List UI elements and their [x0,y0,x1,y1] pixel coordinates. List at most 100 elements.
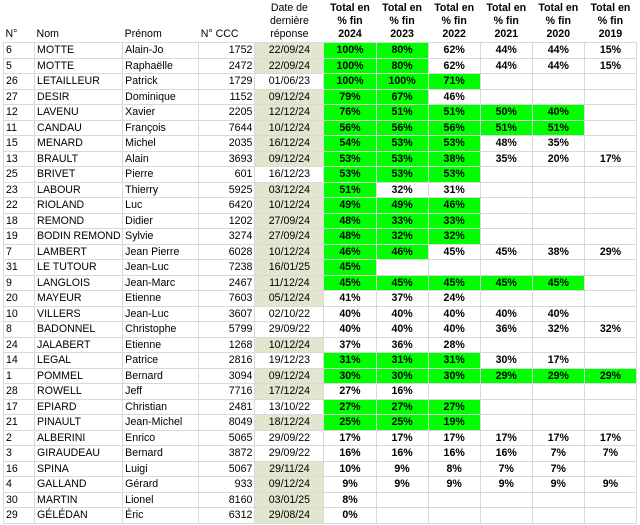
cell-pct-2022[interactable]: 27% [427,398,481,415]
cell-nom[interactable]: LEGAL [34,352,124,369]
cell-prenom[interactable]: Gérard [122,476,200,493]
cell-pct-2023[interactable]: 16% [375,445,429,462]
cell-date[interactable]: 10/12/24 [254,243,325,260]
cell-pct-2024[interactable]: 9% [323,476,377,493]
cell-ccc[interactable]: 2816 [198,352,256,369]
cell-nom[interactable]: MENARD [34,135,124,152]
cell-no[interactable]: 19 [2,228,36,245]
cell-pct-2019[interactable] [583,119,638,136]
cell-pct-2024[interactable]: 40% [323,305,377,322]
cell-date[interactable]: 09/12/24 [254,150,325,167]
cell-no[interactable]: 6 [2,42,36,59]
cell-date[interactable]: 02/10/22 [254,305,325,322]
cell-pct-2024[interactable]: 31% [323,352,377,369]
cell-pct-2021[interactable]: 44% [479,42,533,59]
cell-ccc[interactable]: 8160 [198,491,256,508]
cell-pct-2023[interactable]: 100% [375,73,429,90]
cell-pct-2024[interactable]: 100% [323,73,377,90]
cell-pct-2020[interactable]: 38% [531,243,585,260]
cell-pct-2024[interactable]: 10% [323,460,377,477]
cell-nom[interactable]: LANGLOIS [34,274,124,291]
cell-pct-2023[interactable]: 9% [375,476,429,493]
cell-no[interactable]: 12 [2,104,36,121]
cell-prenom[interactable]: François [122,119,200,136]
cell-pct-2022[interactable]: 62% [427,42,481,59]
cell-pct-2021[interactable] [479,398,533,415]
cell-pct-2021[interactable] [479,181,533,198]
cell-pct-2024[interactable]: 25% [323,414,377,431]
cell-pct-2023[interactable]: 46% [375,243,429,260]
cell-pct-2024[interactable]: 45% [323,274,377,291]
cell-nom[interactable]: BRIVET [34,166,124,183]
cell-nom[interactable]: BADONNEL [34,321,124,338]
header-date[interactable]: Date de dernière réponse [269,2,309,40]
cell-pct-2024[interactable]: 46% [323,243,377,260]
cell-no[interactable]: 22 [2,197,36,214]
cell-ccc[interactable]: 1268 [198,336,256,353]
cell-pct-2019[interactable] [583,104,638,121]
cell-pct-2024[interactable]: 0% [323,507,377,524]
cell-no[interactable]: 27 [2,88,36,105]
cell-prenom[interactable]: Jeff [122,383,200,400]
cell-prenom[interactable]: Dominique [122,88,200,105]
cell-date[interactable]: 03/12/24 [254,181,325,198]
cell-pct-2020[interactable] [531,290,585,307]
cell-no[interactable]: 1 [2,367,36,384]
cell-pct-2021[interactable] [479,507,533,524]
cell-pct-2019[interactable] [583,88,638,105]
cell-pct-2023[interactable]: 32% [375,228,429,245]
cell-no[interactable]: 25 [2,166,36,183]
cell-pct-2023[interactable]: 45% [375,274,429,291]
cell-pct-2023[interactable]: 36% [375,336,429,353]
cell-pct-2021[interactable] [479,73,533,90]
cell-prenom[interactable]: Jean-Michel [122,414,200,431]
cell-date[interactable]: 29/09/22 [254,321,325,338]
cell-pct-2020[interactable] [531,73,585,90]
cell-pct-2021[interactable]: 51% [479,119,533,136]
cell-date[interactable]: 22/09/24 [254,57,325,74]
cell-pct-2020[interactable]: 7% [531,460,585,477]
cell-ccc[interactable]: 3607 [198,305,256,322]
cell-pct-2020[interactable] [531,212,585,229]
cell-nom[interactable]: LETAILLEUR [34,73,124,90]
cell-pct-2023[interactable]: 32% [375,181,429,198]
cell-pct-2020[interactable] [531,228,585,245]
cell-pct-2024[interactable]: 17% [323,429,377,446]
cell-pct-2023[interactable]: 25% [375,414,429,431]
cell-pct-2024[interactable]: 30% [323,367,377,384]
cell-pct-2019[interactable] [583,491,638,508]
cell-pct-2019[interactable] [583,383,638,400]
cell-date[interactable]: 05/12/24 [254,290,325,307]
cell-date[interactable]: 10/12/24 [254,336,325,353]
cell-no[interactable]: 13 [2,150,36,167]
cell-date[interactable]: 09/12/24 [254,88,325,105]
cell-pct-2020[interactable] [531,197,585,214]
cell-pct-2021[interactable] [479,414,533,431]
cell-no[interactable]: 28 [2,383,36,400]
cell-pct-2022[interactable]: 53% [427,135,481,152]
header-2019[interactable]: Total en% fin 2019 [590,2,631,40]
cell-pct-2022[interactable]: 56% [427,119,481,136]
cell-prenom[interactable]: Xavier [122,104,200,121]
cell-pct-2023[interactable]: 17% [375,429,429,446]
cell-pct-2023[interactable]: 80% [375,57,429,74]
cell-no[interactable]: 4 [2,476,36,493]
cell-ccc[interactable]: 7603 [198,290,256,307]
cell-no[interactable]: 15 [2,135,36,152]
cell-pct-2020[interactable]: 35% [531,135,585,152]
cell-pct-2023[interactable]: 56% [375,119,429,136]
cell-pct-2024[interactable]: 53% [323,166,377,183]
cell-date[interactable]: 09/12/24 [254,367,325,384]
cell-pct-2023[interactable]: 40% [375,305,429,322]
cell-pct-2021[interactable]: 36% [479,321,533,338]
header-2023[interactable]: Total en% fin 2023 [382,2,422,40]
cell-pct-2021[interactable] [479,336,533,353]
cell-pct-2020[interactable] [531,166,585,183]
cell-pct-2019[interactable] [583,305,638,322]
header-2024[interactable]: Total en% fin 2024 [330,2,370,40]
cell-pct-2019[interactable] [583,197,638,214]
cell-pct-2023[interactable]: 9% [375,460,429,477]
cell-pct-2020[interactable] [531,398,585,415]
cell-pct-2021[interactable] [479,197,533,214]
cell-pct-2022[interactable]: 31% [427,181,481,198]
